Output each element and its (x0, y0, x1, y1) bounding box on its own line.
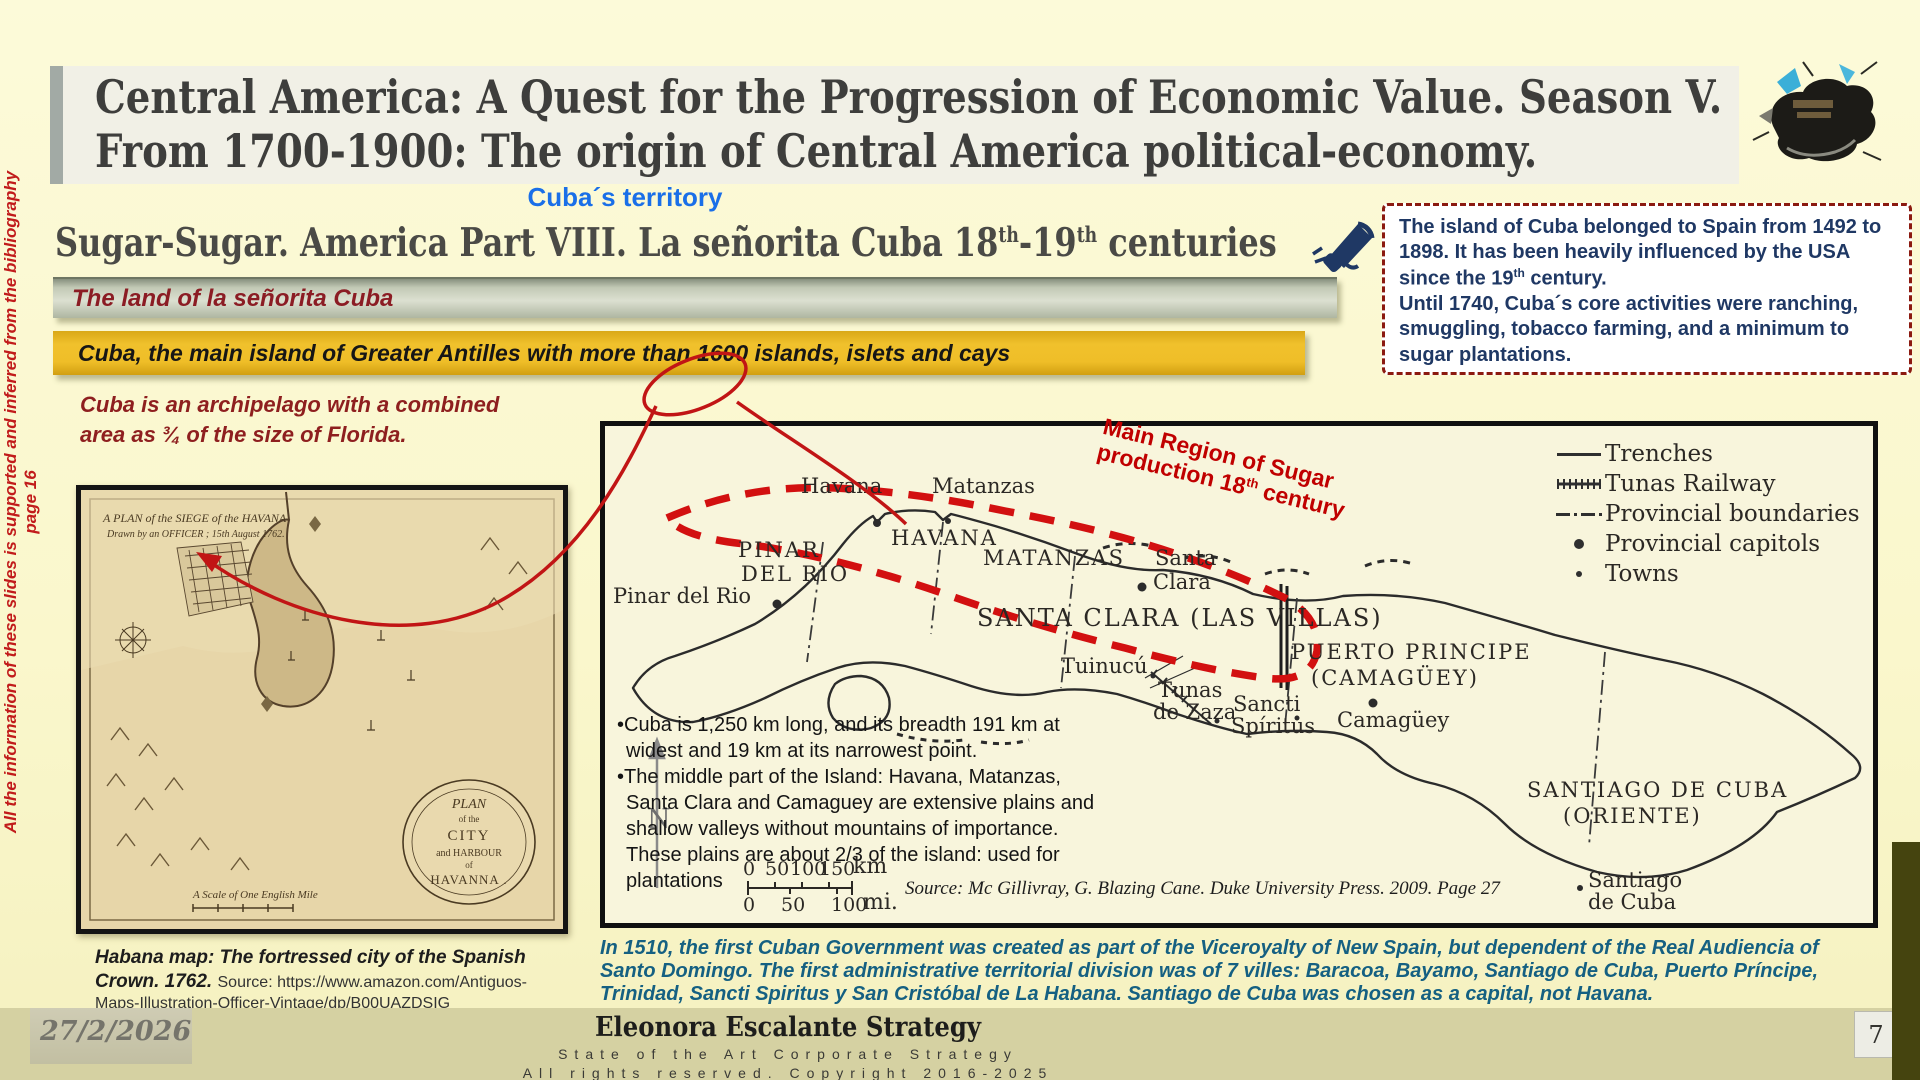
town-label-matanzas: Matanzas (932, 474, 1035, 498)
havana-antique-map: PLAN of the CITY and HARBOUR of HAVANNA … (76, 485, 568, 934)
town-label-tuinucu: Tuinucú (1061, 654, 1148, 678)
town-label-sancti: Sancti (1233, 692, 1301, 716)
town-label-pinar-del-rio: Pinar del Rio (613, 584, 752, 608)
callout-paragraph-2: Until 1740, Cuba´s core activities were … (1399, 292, 1859, 366)
bibliography-note: All the information of these slides is s… (1, 170, 40, 834)
legend-item-trenches: Trenches (1553, 441, 1868, 467)
footer-copyright: All rights reserved. Copyright 2016-2025 (522, 1065, 1054, 1080)
scale-mi-50: 50 (781, 894, 806, 916)
footer-tagline: State of the Art Corporate Strategy (558, 1046, 1018, 1062)
province-label-puerto-principe: PUERTO PRINCIPE (1291, 640, 1532, 664)
callout-paragraph-1: The island of Cuba belonged to Spain fro… (1399, 216, 1882, 290)
svg-text:of: of (465, 860, 473, 870)
town-label-camaguey: Camagüey (1337, 708, 1450, 732)
compass-rose (115, 622, 151, 658)
date-box (30, 1008, 192, 1064)
brand-logo (1743, 56, 1889, 174)
title-block: Central America: A Quest for the Progres… (63, 66, 1739, 184)
town-label-clara: Clara (1153, 570, 1211, 594)
town-label-spiritus: Spíritus (1231, 714, 1316, 738)
map-source-citation: Source: Mc Gillivray, G. Blazing Cane. D… (905, 878, 1500, 899)
footer-brand: Eleonora Escalante Strategy (595, 1012, 981, 1043)
svg-text:and HARBOUR: and HARBOUR (436, 848, 502, 859)
slide-title-line1: Central America: A Quest for the Progres… (95, 70, 1723, 124)
svg-text:HAVANNA .: HAVANNA . (430, 872, 507, 887)
large-dot-icon (1553, 539, 1605, 549)
town-label-havana: Havana (801, 474, 883, 498)
svg-text:of the: of the (459, 814, 480, 824)
slide-date: 27/2/2026 (40, 1016, 192, 1047)
dash-dot-line-icon (1553, 512, 1605, 516)
scale-mi-unit: mi. (863, 890, 898, 915)
title-accent-bar (50, 66, 63, 184)
town-label-tunas: Tunas (1158, 678, 1223, 702)
scale-mi-0: 0 (743, 894, 756, 916)
green-bar-label: The land of la señorita Cuba (72, 284, 394, 312)
history-callout: The island of Cuba belonged to Spain fro… (1382, 203, 1912, 375)
province-label-pinar-2: DEL RIO (741, 562, 850, 586)
map-legend: Trenches Tunas Railway Provincial bounda… (1553, 441, 1868, 592)
railway-hatch-icon (1553, 479, 1605, 489)
havana-map-caption: Habana map: The fortressed city of the S… (95, 947, 527, 1012)
svg-text:CITY: CITY (448, 828, 491, 844)
province-label-santa-clara: SANTA CLARA (LAS VILLAS) (977, 604, 1383, 632)
province-label-pinar-1: PINAR (738, 538, 820, 562)
trenches-line-icon (1553, 452, 1605, 456)
legend-item-towns: Towns (1553, 561, 1868, 587)
province-label-matanzas: MATANZAS (983, 546, 1126, 570)
megaphone-icon (1312, 218, 1380, 282)
havana-city-grid (176, 541, 254, 617)
page-number: 7 (1854, 1011, 1898, 1058)
footer: Eleonora Escalante Strategy State of the… (438, 1012, 1138, 1080)
province-label-oriente: (ORIENTE) (1563, 804, 1702, 828)
town-label-de-zaza: de Zaza (1153, 700, 1237, 724)
province-label-camaguey-prov: (CAMAGÜEY) (1311, 666, 1479, 690)
yellow-bar-label: Cuba, the main island of Greater Antille… (78, 339, 1011, 366)
town-label-santiago-1: Santiago (1588, 868, 1683, 892)
cuba-map: Trenches Tunas Railway Provincial bounda… (600, 413, 1878, 928)
scale-km-150: 150 (819, 858, 856, 880)
svg-text:PLAN: PLAN (451, 797, 487, 812)
havana-plan-title: A PLAN of the SIEGE of the HAVANA (102, 511, 287, 525)
scale-km-50: 50 (765, 858, 790, 880)
section-bar-yellow: Cuba, the main island of Greater Antille… (53, 331, 1305, 375)
scale-km-100: 100 (790, 858, 827, 880)
slide-title-line2: From 1700-1900: The origin of Central Am… (95, 124, 1538, 178)
svg-text:Drawn by an OFFICER ; 15th Aug: Drawn by an OFFICER ; 15th August 1762. (106, 529, 285, 540)
north-arrow-label: N (647, 804, 671, 835)
territory-label: Cuba´s territory (527, 182, 723, 212)
section-bar-green: The land of la señorita Cuba (53, 277, 1337, 318)
province-label-santiago: SANTIAGO DE CUBA (1527, 778, 1789, 802)
legend-item-boundaries: Provincial boundaries (1553, 501, 1868, 527)
town-label-santa: Santa (1155, 546, 1217, 570)
havana-scale-label: A Scale of One English Mile (192, 889, 318, 901)
footer-band (0, 1008, 1920, 1080)
havana-cartouche: PLAN of the CITY and HARBOUR of HAVANNA … (402, 779, 536, 905)
right-edge-strip (1892, 842, 1920, 1080)
town-label-santiago-2: de Cuba (1588, 890, 1677, 914)
legend-item-railway: Tunas Railway (1553, 471, 1868, 497)
province-label-havana: HAVANA (891, 526, 998, 550)
sugar-region-outline (660, 483, 1322, 683)
scale-mi-100: 100 (831, 894, 868, 916)
slide-subtitle: Sugar-Sugar. America Part VIII. La señor… (55, 220, 1277, 266)
scale-km-0: 0 (743, 858, 756, 880)
map-facts-text: •Cuba is 1,250 km long, and its breadth … (617, 714, 1095, 892)
archipelago-note: Cuba is an archipelago with a combined a… (80, 392, 500, 447)
legend-item-capitols: Provincial capitols (1553, 531, 1868, 557)
history-paragraph: In 1510, the first Cuban Government was … (600, 937, 1819, 1005)
small-dot-icon (1553, 571, 1605, 577)
scale-km-unit: km (853, 854, 888, 879)
